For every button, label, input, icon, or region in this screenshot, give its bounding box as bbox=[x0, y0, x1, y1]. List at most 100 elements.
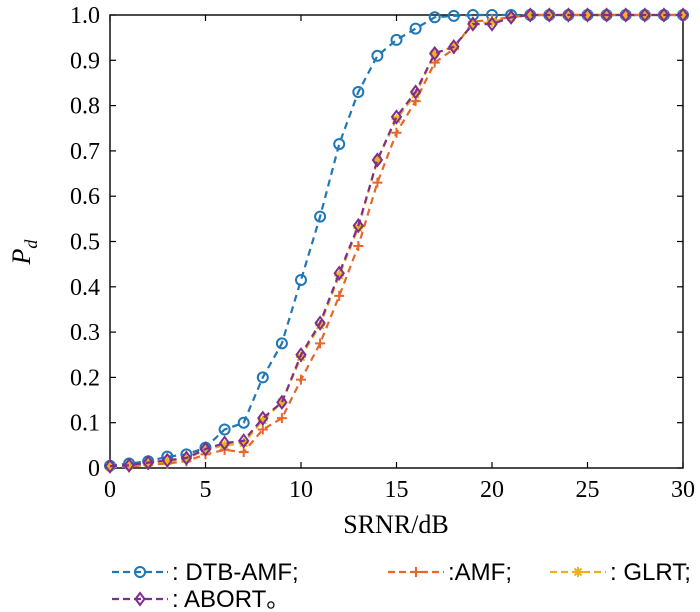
x-tick-label-6: 30 bbox=[671, 477, 695, 503]
series-2-point-30 bbox=[678, 10, 688, 20]
legend-swatch-marker-3 bbox=[134, 591, 146, 607]
legend-label-1: :AMF; bbox=[448, 559, 512, 586]
legend-label-2: : GLRT; bbox=[610, 559, 691, 586]
series-3-point-25 bbox=[581, 7, 594, 23]
legend: : DTB-AMF; :AMF; : GLRT; : ABORT。 bbox=[112, 559, 691, 612]
series-3-point-14 bbox=[371, 152, 384, 168]
series-2-point-12 bbox=[334, 270, 345, 281]
series-3-point-5 bbox=[199, 441, 212, 457]
series-2-point-14 bbox=[372, 154, 383, 165]
series-0-point-9 bbox=[275, 337, 288, 350]
x-tick-label-5: 25 bbox=[576, 477, 600, 503]
series-2-point-17 bbox=[429, 48, 440, 59]
y-tick-label-6: 0.6 bbox=[70, 184, 100, 210]
series-3-point-6 bbox=[218, 435, 231, 451]
y-tick-label-2: 0.2 bbox=[70, 365, 100, 391]
series-3-point-10 bbox=[295, 347, 307, 363]
series-0-point-8 bbox=[256, 371, 269, 384]
series-0-point-6 bbox=[218, 423, 231, 436]
series-1-point-9 bbox=[276, 413, 287, 424]
x-tick-label-3: 15 bbox=[385, 477, 409, 503]
series-2-point-9 bbox=[276, 397, 287, 408]
series-3-point-28 bbox=[639, 7, 651, 23]
y-tick-label-7: 0.7 bbox=[70, 139, 100, 165]
series-2-point-8 bbox=[257, 415, 268, 426]
series-3 bbox=[104, 7, 689, 474]
series-3-point-13 bbox=[352, 217, 365, 234]
series-1-point-7 bbox=[238, 447, 249, 458]
legend-swatch-marker-2 bbox=[573, 567, 583, 577]
series-3-point-12 bbox=[333, 265, 345, 281]
y-tick-label-4: 0.4 bbox=[70, 275, 100, 301]
series-2-point-20 bbox=[487, 16, 497, 27]
series-0-point-18 bbox=[447, 9, 460, 22]
series-3-point-23 bbox=[543, 7, 556, 23]
legend-label-0: : DTB-AMF; bbox=[172, 559, 299, 586]
series-2-point-25 bbox=[582, 10, 593, 20]
series-1-point-10 bbox=[296, 374, 306, 385]
series-3-point-15 bbox=[390, 109, 403, 125]
series-2-point-6 bbox=[219, 440, 230, 451]
y-tick-label-8: 0.8 bbox=[70, 94, 100, 120]
legend-item-2: : GLRT; bbox=[550, 559, 691, 586]
series-3-point-27 bbox=[619, 7, 632, 23]
series-1-point-15 bbox=[391, 127, 402, 138]
legend-swatch-marker-0 bbox=[134, 566, 146, 578]
series-1-point-11 bbox=[315, 338, 326, 349]
series-3-point-8 bbox=[257, 410, 269, 426]
series-2-point-0 bbox=[105, 461, 115, 472]
series-1-point-14 bbox=[372, 177, 383, 188]
series-3-point-22 bbox=[524, 7, 536, 23]
x-tick-label-2: 10 bbox=[289, 477, 313, 503]
series-3-point-24 bbox=[562, 7, 575, 23]
series-0-point-15 bbox=[390, 33, 403, 46]
legend-item-1: :AMF; bbox=[388, 559, 512, 586]
series-3-point-21 bbox=[505, 9, 517, 25]
series-3-point-17 bbox=[428, 45, 441, 62]
x-tick-label-1: 5 bbox=[200, 477, 212, 503]
series-0-point-7 bbox=[237, 416, 250, 429]
legend-item-0: : DTB-AMF; bbox=[112, 559, 299, 586]
series-3-point-7 bbox=[237, 433, 250, 449]
y-axis-title-sub: d bbox=[21, 239, 41, 249]
series-0-point-16 bbox=[409, 22, 422, 35]
x-tick-label-4: 20 bbox=[480, 477, 504, 503]
series-layer bbox=[104, 7, 689, 474]
series-2-point-3 bbox=[162, 456, 173, 467]
series-2-point-13 bbox=[353, 222, 364, 233]
series-1-point-12 bbox=[334, 290, 345, 301]
series-0-point-13 bbox=[352, 86, 365, 99]
plot-area bbox=[109, 14, 684, 469]
series-0-point-12 bbox=[333, 138, 346, 151]
series-3-point-0 bbox=[104, 458, 116, 474]
series-line-3 bbox=[109, 13, 683, 468]
series-3-point-19 bbox=[467, 16, 479, 32]
series-2-point-11 bbox=[315, 320, 326, 331]
legend-item-3: : ABORT。 bbox=[112, 586, 290, 612]
x-tick-label-0: 0 bbox=[104, 477, 116, 503]
series-0-point-17 bbox=[428, 11, 441, 24]
series-3-point-2 bbox=[142, 454, 154, 471]
series-3-point-29 bbox=[658, 7, 670, 23]
series-2-point-16 bbox=[410, 89, 421, 100]
y-axis-title-main: P bbox=[7, 248, 36, 265]
y-tick-label-5: 0.5 bbox=[70, 230, 100, 256]
series-3-point-9 bbox=[276, 394, 288, 410]
x-axis-title: SRNR/dB bbox=[343, 510, 449, 539]
series-3-point-3 bbox=[161, 452, 174, 468]
series-2-point-27 bbox=[620, 10, 631, 20]
series-3-point-30 bbox=[677, 7, 689, 23]
y-tick-label-0: 0 bbox=[88, 456, 100, 482]
series-3-point-18 bbox=[448, 39, 460, 55]
series-3-point-11 bbox=[314, 315, 326, 331]
series-1-point-8 bbox=[257, 424, 268, 435]
series-2-point-7 bbox=[238, 438, 249, 449]
series-3-point-20 bbox=[486, 16, 498, 32]
series-0-point-11 bbox=[314, 210, 327, 223]
series-0-point-10 bbox=[295, 274, 307, 287]
series-2-point-22 bbox=[525, 10, 536, 20]
series-1-point-13 bbox=[353, 241, 364, 252]
axis-ticks: 0 5 10 15 20 25 30 0 0.1 0.2 0.3 0.4 0.5 0.6 0.7 0.8 0.9… bbox=[70, 3, 695, 503]
y-tick-label-10: 1.0 bbox=[70, 3, 100, 29]
